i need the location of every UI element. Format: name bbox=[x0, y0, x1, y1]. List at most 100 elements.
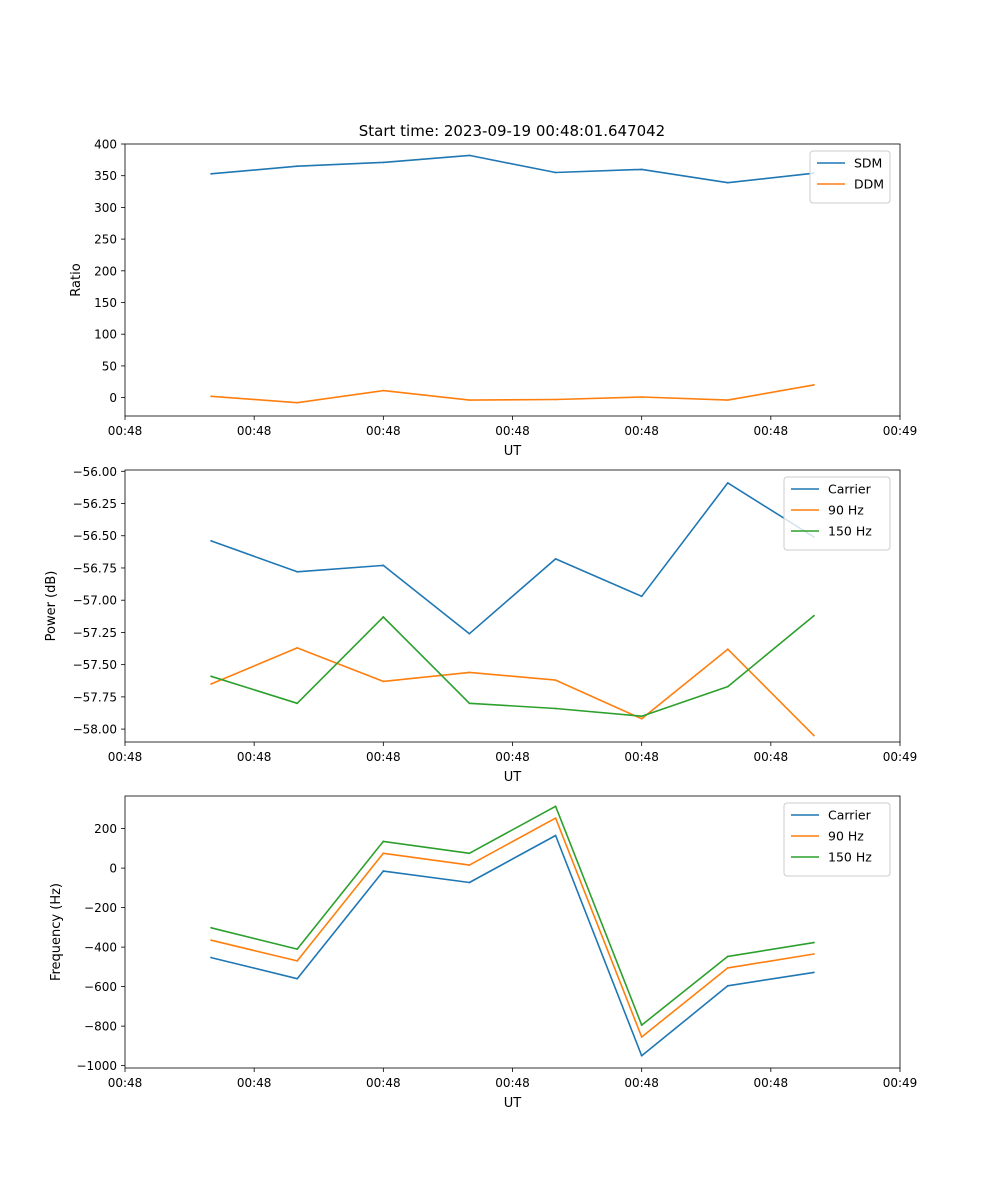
chart-3-series-carrier-point bbox=[382, 870, 385, 872]
chart-1-series-sdm-point bbox=[296, 165, 299, 168]
chart-3-legend-label: 150 Hz bbox=[828, 850, 872, 865]
chart-1-y-axis-label: Ratio bbox=[69, 263, 84, 296]
chart-3-series-90-hz-point bbox=[210, 939, 213, 942]
chart-3-series-carrier-point bbox=[468, 881, 471, 884]
chart-3-x-axis-label: UT bbox=[504, 1096, 522, 1111]
chart-3-series-150-hz-point bbox=[812, 941, 815, 944]
chart-2-series-carrier-point bbox=[382, 564, 385, 567]
chart-2-series-carrier-point bbox=[640, 595, 643, 598]
chart-1-legend-label: SDM bbox=[854, 156, 882, 171]
chart-1-series-ddm-point bbox=[382, 389, 385, 392]
chart-1-series-sdm-point bbox=[210, 172, 213, 175]
chart-2-legend-label: 90 Hz bbox=[828, 503, 864, 518]
chart-2-series-150-hz-point bbox=[554, 707, 557, 710]
chart-3-y-axis-label: Frequency (Hz) bbox=[49, 883, 64, 981]
chart-1-x-tick-label: 00:48 bbox=[495, 424, 530, 438]
chart-1-x-tick-label: 00:48 bbox=[366, 424, 401, 438]
chart-3-x-tick-label: 00:48 bbox=[366, 1076, 401, 1090]
chart-3-x-tick-label: 00:48 bbox=[495, 1076, 530, 1090]
chart-1-y-tick-label: 100 bbox=[94, 328, 117, 342]
chart-1-series-sdm-line bbox=[211, 154, 814, 184]
chart-1-y-tick-label: 350 bbox=[94, 169, 117, 183]
chart-3-series-90-hz-point bbox=[640, 1036, 643, 1038]
chart-1-series-sdm-point bbox=[726, 181, 729, 184]
chart-2-legend-label: 150 Hz bbox=[828, 524, 872, 539]
chart-3-series-150-hz-point bbox=[468, 852, 471, 855]
chart-3-series-carrier-point bbox=[812, 971, 815, 974]
chart-1-series-sdm-point bbox=[468, 154, 471, 157]
chart-1-x-axis-label: UT bbox=[504, 444, 522, 459]
chart-1-x-tick-label: 00:48 bbox=[754, 424, 789, 438]
chart-2-series-carrier-line bbox=[210, 482, 815, 635]
chart-2-series-90-hz-line bbox=[210, 647, 815, 737]
chart-1-legend: SDM DDM bbox=[809, 150, 891, 204]
chart-1-x-tick-label: 00:48 bbox=[237, 424, 272, 438]
chart-2-x-tick-label: 00:48 bbox=[495, 750, 530, 764]
chart-3-series-150-hz-line bbox=[210, 805, 815, 1026]
chart-2-series-carrier-point bbox=[296, 570, 299, 573]
chart-3-y-tick-label: −200 bbox=[84, 901, 117, 915]
chart-1-series-ddm-point bbox=[726, 399, 729, 402]
chart-2-x-axis-label: UT bbox=[504, 770, 522, 785]
chart-2-x-tick-label: 00:48 bbox=[108, 750, 143, 764]
chart-2-series-150-hz-point bbox=[468, 702, 471, 705]
chart-1-series-ddm-point bbox=[640, 396, 643, 398]
chart-2-series-carrier-point bbox=[554, 558, 557, 560]
chart-2-series-90-hz-point bbox=[812, 734, 815, 737]
chart-1-y-tick-label: 0 bbox=[109, 391, 117, 405]
chart-3-y-tick-label: −400 bbox=[84, 941, 117, 955]
chart-3-x-tick-label: 00:48 bbox=[754, 1076, 789, 1090]
chart-1-series-ddm-point bbox=[468, 399, 471, 402]
chart-2-series-carrier-point bbox=[210, 540, 213, 542]
chart-3-series-90-hz-point bbox=[726, 966, 729, 969]
chart-3-series-150-hz-point bbox=[296, 948, 299, 950]
chart-3-series-150-hz-point bbox=[640, 1024, 643, 1027]
chart-1: 00:48 00:48 00:48 00:48 00:48 00:48 00:49 0 50 10… bbox=[69, 138, 917, 460]
chart-2-series-90-hz-point bbox=[726, 648, 729, 651]
chart-2-plot-area bbox=[125, 470, 900, 742]
chart-2-y-tick-label: −57.75 bbox=[73, 690, 117, 704]
chart-2-legend-label: Carrier bbox=[828, 482, 872, 497]
chart-3-x-tick-label: 00:48 bbox=[108, 1076, 143, 1090]
chart-3-axes-frame bbox=[124, 795, 901, 1069]
chart-3-series-carrier-point bbox=[640, 1054, 643, 1057]
chart-1-series-sdm-point bbox=[382, 161, 385, 164]
chart-3-series-carrier-point bbox=[210, 956, 213, 959]
chart-1-y-tick-label: 50 bbox=[102, 359, 117, 373]
chart-1-x-tick-label: 00:48 bbox=[108, 424, 143, 438]
chart-2-series-150-hz-point bbox=[812, 614, 815, 617]
chart-2-series-carrier-point bbox=[468, 632, 471, 635]
chart-2: 00:48 00:48 00:48 00:48 00:48 00:48 00:49 −58.0… bbox=[44, 465, 917, 785]
chart-1-legend-box bbox=[809, 150, 891, 204]
chart-2-series-90-hz-point bbox=[468, 671, 471, 674]
chart-3-series-90-hz-line bbox=[210, 817, 815, 1038]
chart-3-series-150-hz-point bbox=[210, 926, 213, 929]
chart-3-series-90-hz-point bbox=[468, 864, 471, 867]
chart-3-series-carrier-point bbox=[726, 984, 729, 987]
chart-3-y-tick-label: −1000 bbox=[76, 1059, 117, 1073]
chart-2-y-tick-label: −56.25 bbox=[73, 497, 117, 511]
chart-2-y-tick-label: −58.00 bbox=[73, 723, 117, 737]
chart-2-y-axis-label: Power (dB) bbox=[44, 571, 59, 642]
chart-1-y-tick-label: 300 bbox=[94, 201, 117, 215]
chart-3: 00:48 00:48 00:48 00:48 00:48 00:48 00:49 −1000… bbox=[49, 795, 917, 1111]
chart-2-y-tick-label: −57.50 bbox=[73, 658, 117, 672]
chart-3-series-90-hz-point bbox=[554, 817, 557, 820]
chart-3-series-carrier-line bbox=[210, 834, 815, 1057]
chart-3-y-tick-label: 200 bbox=[94, 822, 117, 836]
chart-2-series-90-hz-point bbox=[210, 683, 213, 685]
chart-2-axes-frame bbox=[124, 469, 901, 743]
chart-2-series-carrier-point bbox=[726, 481, 729, 484]
chart-1-x-tick-label: 00:48 bbox=[624, 424, 659, 438]
chart-2-series-150-hz-line bbox=[210, 615, 815, 718]
chart-2-series-150-hz-point bbox=[382, 616, 385, 618]
chart-2-series-150-hz-point bbox=[296, 702, 299, 705]
chart-2-series-90-hz-point bbox=[640, 717, 643, 720]
chart-2-x-tick-label: 00:48 bbox=[754, 750, 789, 764]
chart-2-series-90-hz-point bbox=[382, 680, 385, 683]
chart-3-series-carrier-point bbox=[554, 834, 557, 837]
chart-1-y-tick-label: 400 bbox=[94, 138, 117, 152]
chart-1-legend-label: DDM bbox=[854, 177, 884, 192]
chart-3-legend-label: Carrier bbox=[828, 808, 872, 823]
